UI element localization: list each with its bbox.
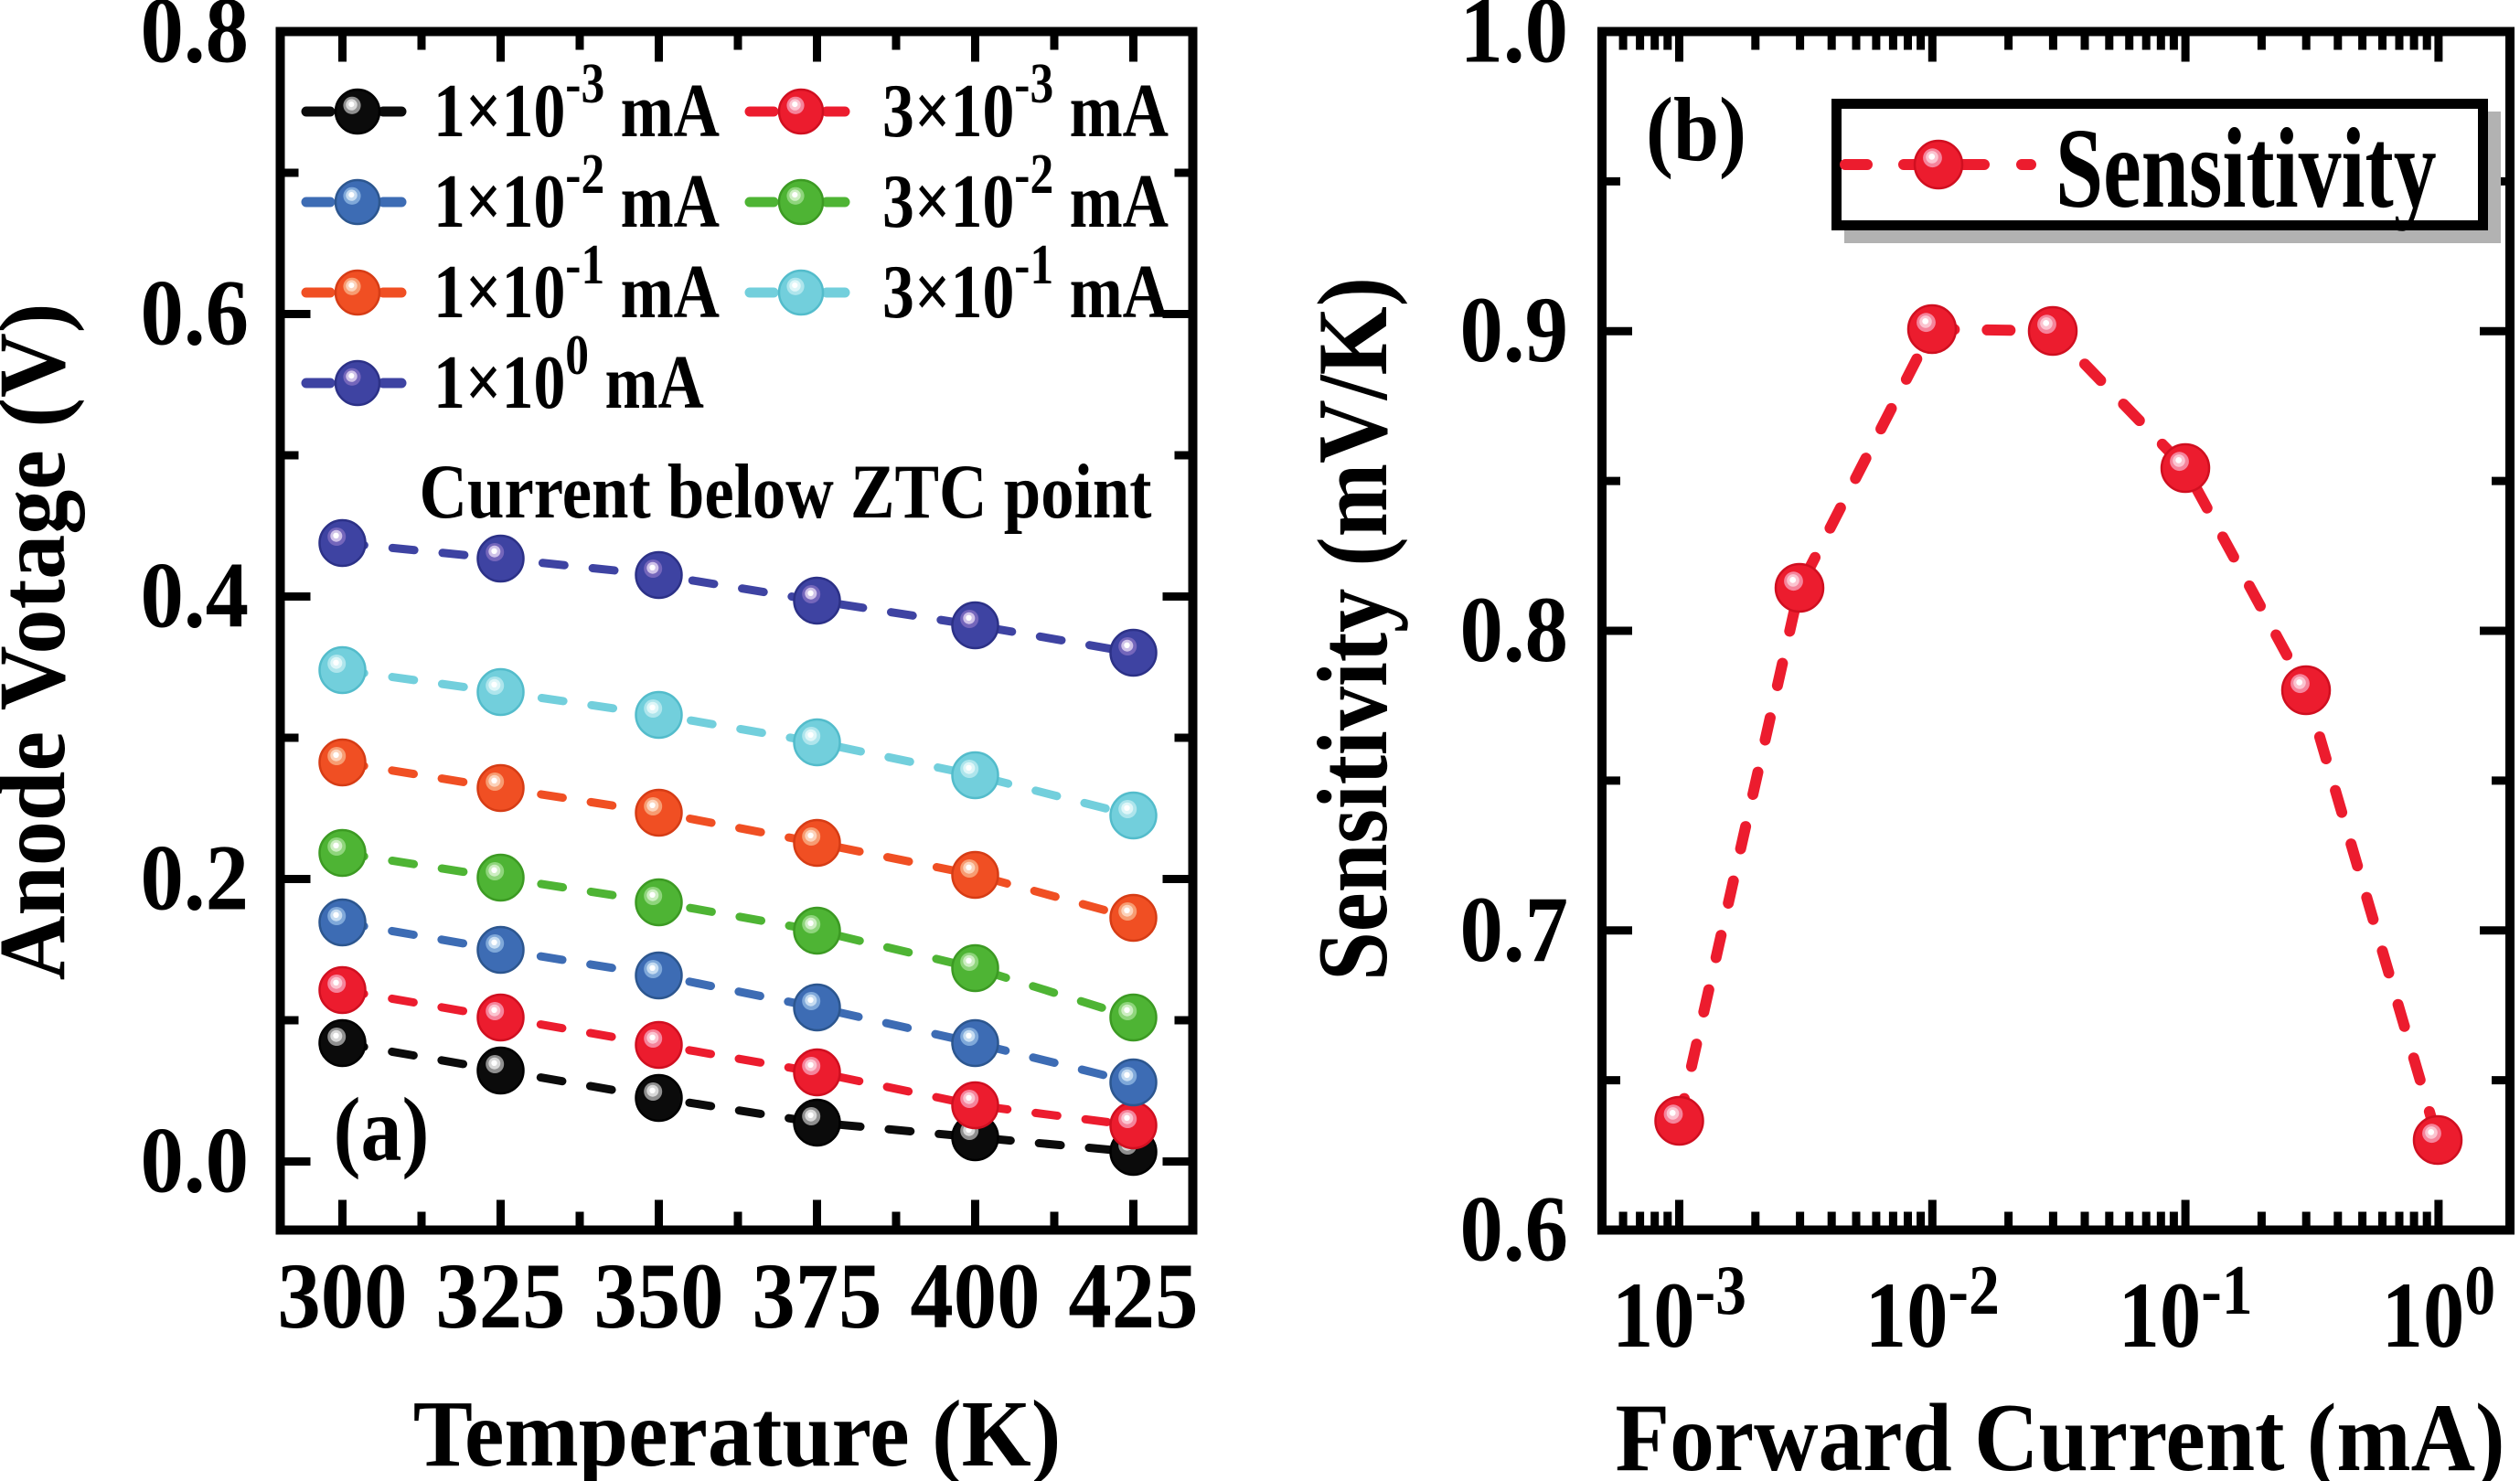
svg-text:Current below ZTC point: Current below ZTC point <box>419 450 1151 535</box>
svg-text:Anode Votage (V): Anode Votage (V) <box>0 304 85 981</box>
svg-text:1.0: 1.0 <box>1460 0 1568 82</box>
svg-text:400: 400 <box>910 1244 1040 1348</box>
svg-text:(a): (a) <box>334 1079 430 1180</box>
svg-text:1×10-2 mA: 1×10-2 mA <box>433 144 720 244</box>
svg-text:1×100 mA: 1×100 mA <box>433 325 704 425</box>
svg-text:0.2: 0.2 <box>141 826 249 930</box>
svg-text:3×10-3 mA: 3×10-3 mA <box>882 53 1169 154</box>
svg-text:Sensitivity (mV/K): Sensitivity (mV/K) <box>1298 277 1409 981</box>
svg-text:Sensitivity: Sensitivity <box>2056 105 2437 231</box>
svg-text:100: 100 <box>2382 1251 2496 1367</box>
svg-text:325: 325 <box>435 1244 565 1348</box>
svg-text:0.7: 0.7 <box>1460 878 1568 981</box>
svg-text:0.8: 0.8 <box>141 0 249 82</box>
svg-text:0.9: 0.9 <box>1460 279 1568 382</box>
svg-text:10-1: 10-1 <box>2119 1251 2253 1367</box>
svg-text:Forward Current (mA): Forward Current (mA) <box>1616 1384 2505 1481</box>
svg-text:0.8: 0.8 <box>1460 578 1568 681</box>
svg-text:(b): (b) <box>1646 79 1746 180</box>
svg-text:0.6: 0.6 <box>1460 1177 1568 1281</box>
svg-text:350: 350 <box>593 1244 723 1348</box>
svg-text:Temperature (K): Temperature (K) <box>413 1380 1061 1481</box>
svg-text:375: 375 <box>752 1244 881 1348</box>
svg-text:10-2: 10-2 <box>1865 1251 2000 1367</box>
svg-text:0.0: 0.0 <box>141 1109 249 1212</box>
svg-text:300: 300 <box>277 1244 407 1348</box>
svg-text:0.4: 0.4 <box>141 544 249 647</box>
svg-text:425: 425 <box>1068 1244 1198 1348</box>
svg-text:0.6: 0.6 <box>141 261 249 365</box>
